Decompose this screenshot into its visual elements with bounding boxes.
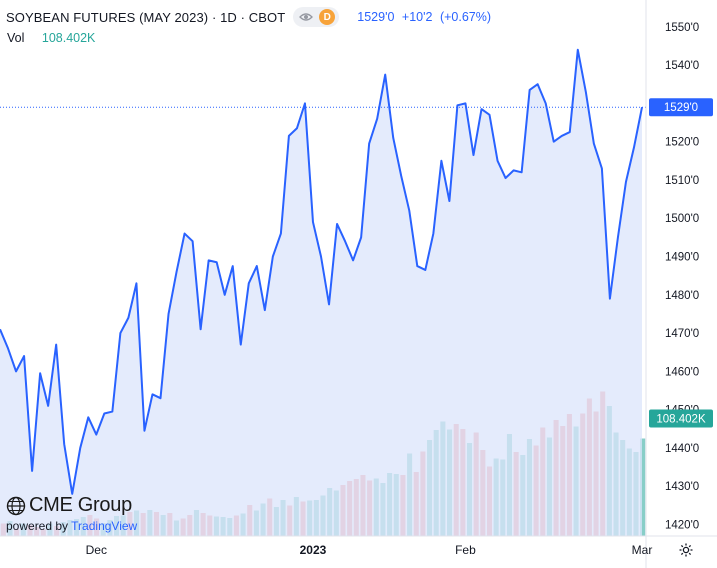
eye-icon <box>299 13 314 21</box>
last-price: 1529'0 <box>357 10 395 24</box>
last-volume-badge-text: 108.402K <box>656 414 706 426</box>
time-tick-label: Dec <box>86 543 107 557</box>
status-chip[interactable]: D <box>293 7 340 27</box>
price-tick-label: 1470'0 <box>665 328 699 340</box>
interval-badge: D <box>319 9 336 25</box>
price-tick-label: 1540'0 <box>665 60 699 72</box>
price-tick-label: 1440'0 <box>665 443 699 455</box>
globe-icon <box>6 496 26 515</box>
chart-header: SOYBEAN FUTURES (MAY 2023) · 1D · CBOT D… <box>6 7 491 27</box>
price-tick-label: 1500'0 <box>665 213 699 225</box>
cme-brand-text: CME Group <box>29 494 132 516</box>
powered-prefix: powered by <box>6 519 69 533</box>
price-quote: 1529'0 +10'2 (+0.67%) <box>357 10 491 24</box>
price-area <box>0 49 642 537</box>
price-tick-label: 1460'0 <box>665 366 699 378</box>
volume-bar <box>640 438 646 536</box>
price-tick-label: 1480'0 <box>665 290 699 302</box>
price-change-pct: (+0.67%) <box>439 10 492 24</box>
tradingview-brand: TradingView <box>71 519 138 533</box>
axis-badges: 1529'0 108.402K <box>649 98 713 428</box>
volume-legend[interactable]: Vol 108.402K <box>7 31 95 45</box>
cme-brand: CME Group <box>6 494 137 517</box>
gear-icon[interactable] <box>678 542 694 558</box>
time-tick-label: Feb <box>455 543 476 557</box>
time-tick-label: Mar <box>632 543 653 557</box>
volume-value: 108.402K <box>41 31 96 45</box>
price-tick-label: 1420'0 <box>665 520 699 532</box>
symbol-title[interactable]: SOYBEAN FUTURES (MAY 2023) · 1D · CBOT <box>6 9 286 25</box>
price-tick-label: 1510'0 <box>665 175 699 187</box>
volume-label: Vol <box>7 31 25 45</box>
watermark[interactable]: CME Group powered by TradingView <box>6 494 137 533</box>
price-tick-label: 1430'0 <box>665 481 699 493</box>
time-tick-label: 2023 <box>300 543 327 557</box>
price-tick-label: 1490'0 <box>665 252 699 264</box>
time-axis[interactable]: Dec 2023 Feb Mar <box>86 543 653 557</box>
last-volume-badge: 108.402K <box>649 409 713 428</box>
last-price-badge-text: 1529'0 <box>664 102 698 114</box>
price-line[interactable] <box>0 48 643 495</box>
price-tick-label: 1550'0 <box>665 22 699 34</box>
last-price-badge: 1529'0 <box>649 98 713 117</box>
powered-by: powered by TradingView <box>6 519 137 533</box>
price-tick-label: 1520'0 <box>665 137 699 149</box>
price-change: +10'2 <box>401 10 433 24</box>
